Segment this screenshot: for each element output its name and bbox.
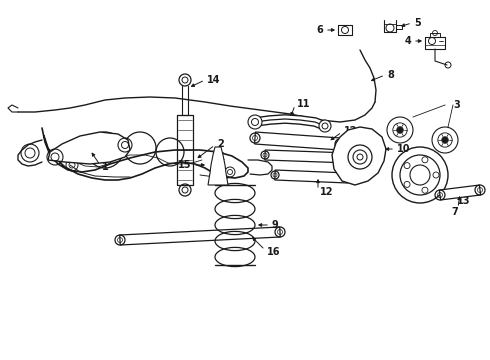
Text: 15: 15 <box>177 160 191 170</box>
Text: 12: 12 <box>344 126 358 136</box>
Polygon shape <box>255 132 341 150</box>
Text: 1: 1 <box>102 162 109 172</box>
Text: 9: 9 <box>272 220 279 230</box>
Circle shape <box>319 120 331 132</box>
Text: 5: 5 <box>414 18 421 28</box>
Polygon shape <box>275 170 348 183</box>
Text: 2: 2 <box>217 139 224 149</box>
Polygon shape <box>208 147 228 185</box>
Polygon shape <box>332 127 386 185</box>
Polygon shape <box>48 132 130 164</box>
Text: 12: 12 <box>320 187 334 197</box>
Text: 10: 10 <box>397 144 411 154</box>
Text: 16: 16 <box>364 152 377 162</box>
Text: 13: 13 <box>457 196 470 206</box>
Text: 16: 16 <box>267 247 280 257</box>
Text: 14: 14 <box>207 75 220 85</box>
Polygon shape <box>440 185 481 200</box>
Text: 4: 4 <box>404 36 411 46</box>
Circle shape <box>248 115 262 129</box>
Text: 3: 3 <box>453 100 460 110</box>
Text: 7: 7 <box>452 207 458 217</box>
Text: 8: 8 <box>387 70 394 80</box>
Text: 11: 11 <box>297 99 311 109</box>
Circle shape <box>442 137 448 143</box>
Polygon shape <box>265 150 350 163</box>
Polygon shape <box>120 227 280 245</box>
Text: 6: 6 <box>316 25 323 35</box>
Circle shape <box>397 127 403 133</box>
